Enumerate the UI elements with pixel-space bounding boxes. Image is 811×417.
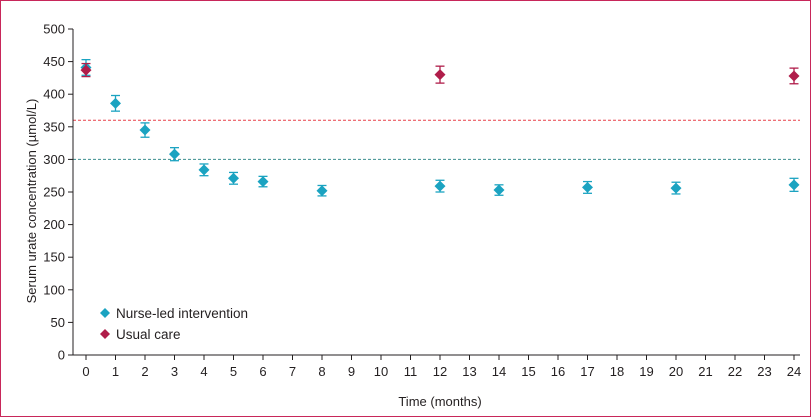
data-point [434,180,446,192]
data-point [257,176,269,188]
x-tick-label: 6 [259,364,266,379]
x-tick-label: 24 [787,364,801,379]
x-tick-label: 17 [580,364,594,379]
legend: Nurse-led intervention Usual care [100,306,248,342]
data-point [110,97,121,109]
data-point [139,124,151,136]
x-tick-label: 19 [639,364,653,379]
data-series [80,58,800,197]
legend-label-nurse-led: Nurse-led intervention [116,306,248,321]
y-tick-label: 500 [43,22,65,37]
x-tick-label: 1 [112,364,119,379]
x-tick-label: 23 [757,364,771,379]
legend-marker-usual-care [100,329,110,339]
reference-lines [73,119,800,160]
data-point [493,184,505,196]
x-tick-label: 7 [289,364,296,379]
x-tick-label: 11 [404,364,418,379]
data-point [434,69,446,81]
x-tick-label: 9 [348,364,355,379]
x-tick-label: 3 [171,364,178,379]
x-tick-label: 16 [551,364,565,379]
x-tick-label: 4 [200,364,207,379]
x-tick-label: 15 [521,364,535,379]
y-tick-label: 200 [43,217,65,232]
x-tick-label: 12 [433,364,447,379]
data-point [788,70,800,82]
x-tick-label: 14 [492,364,506,379]
x-tick-label: 21 [698,364,712,379]
x-tick-label: 10 [374,364,388,379]
x-axis-title: Time (months) [398,394,481,409]
x-tick-label: 22 [728,364,742,379]
series-1 [80,62,800,85]
y-axis-title: Serum urate concentration (µmol/L) [24,99,39,304]
y-tick-label: 100 [43,282,65,297]
y-tick-label: 300 [43,152,65,167]
x-axis-ticks: 0 1 2 3 4 5 6 7 8 9 10 11 12 13 14 15 16 17 18 19 20 21 22 23 24 [82,355,801,379]
y-axis-ticks: 0 50 100 150 200 250 300 350 400 450 500 [43,22,73,363]
x-tick-label: 8 [318,364,325,379]
y-tick-label: 450 [43,54,65,69]
data-point [169,148,180,160]
y-tick-label: 0 [58,348,65,363]
data-point [582,181,593,193]
x-tick-label: 2 [141,364,148,379]
data-point [198,164,210,176]
x-tick-label: 0 [82,364,89,379]
y-tick-label: 350 [43,119,65,134]
x-tick-label: 13 [462,364,476,379]
y-tick-label: 400 [43,87,65,102]
series-0 [80,58,800,197]
x-tick-label: 20 [669,364,683,379]
data-point [788,179,800,191]
data-point [670,182,682,194]
legend-item-nurse-led: Nurse-led intervention [100,306,248,321]
y-tick-label: 50 [51,315,65,330]
legend-marker-nurse-led [100,308,110,318]
legend-label-usual-care: Usual care [116,327,181,342]
y-tick-label: 150 [43,250,65,265]
legend-item-usual-care: Usual care [100,327,181,342]
x-tick-label: 18 [610,364,624,379]
data-point [80,64,92,76]
data-point [316,185,328,197]
y-tick-label: 250 [43,185,65,200]
x-tick-label: 5 [230,364,237,379]
data-point [228,172,239,184]
